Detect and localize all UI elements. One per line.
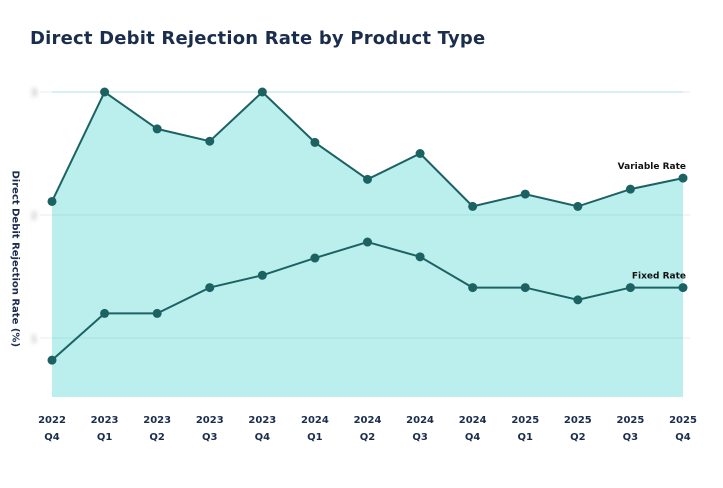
- data-point: [310, 253, 320, 263]
- data-point: [573, 295, 583, 305]
- x-tick-label: 2025: [564, 415, 592, 426]
- data-point: [257, 270, 267, 280]
- x-tick-label: 2025: [616, 415, 644, 426]
- data-point: [625, 184, 635, 194]
- y-tick-label: 3: [31, 88, 37, 99]
- x-tick-label: Q2: [570, 432, 586, 443]
- data-point: [100, 308, 110, 318]
- data-point: [625, 283, 635, 293]
- x-tick-label: 2025: [669, 415, 697, 426]
- x-tick-label: 2024: [406, 415, 434, 426]
- data-point: [678, 283, 688, 293]
- series-label: Variable Rate: [618, 162, 686, 172]
- x-tick-label: Q1: [518, 432, 534, 443]
- x-tick-label: Q4: [465, 432, 481, 443]
- y-tick-label: 2: [31, 211, 37, 222]
- data-point: [47, 196, 57, 206]
- data-point: [47, 355, 57, 365]
- x-tick-label: Q3: [412, 432, 428, 443]
- data-point: [415, 149, 425, 158]
- x-tick-label: Q1: [97, 432, 113, 443]
- x-tick-label: 2024: [301, 415, 329, 426]
- x-tick-label: 2024: [459, 415, 487, 426]
- data-point: [468, 283, 478, 293]
- data-point: [520, 283, 530, 293]
- data-point: [205, 283, 215, 293]
- data-point: [205, 136, 215, 146]
- data-point: [310, 137, 320, 147]
- chart-title: Direct Debit Rejection Rate by Product T…: [30, 28, 486, 49]
- data-point: [678, 173, 688, 183]
- data-point: [152, 308, 162, 318]
- data-point: [468, 201, 478, 211]
- data-point: [363, 237, 372, 247]
- data-point: [520, 189, 530, 199]
- x-tick-label: Q4: [44, 432, 60, 443]
- x-tick-label: 2025: [511, 415, 539, 426]
- x-tick-label: 2023: [143, 415, 171, 426]
- data-point: [100, 87, 110, 97]
- x-tick-label: Q2: [360, 432, 376, 443]
- x-tick-label: 2024: [354, 415, 382, 426]
- data-point: [573, 201, 583, 211]
- series-label: Fixed Rate: [632, 272, 686, 282]
- data-point: [152, 124, 162, 134]
- x-tick-label: Q4: [255, 432, 271, 443]
- data-point: [363, 174, 372, 184]
- x-tick-label: 2023: [91, 415, 119, 426]
- x-tick-label: Q2: [149, 432, 165, 443]
- x-tick-label: Q3: [202, 432, 218, 443]
- x-tick-label: Q4: [675, 432, 691, 443]
- data-point: [415, 252, 425, 262]
- x-tick-label: 2023: [196, 415, 224, 426]
- x-tick-label: 2023: [248, 415, 276, 426]
- x-tick-label: 2022: [38, 415, 66, 426]
- x-tick-label: Q1: [307, 432, 323, 443]
- x-tick-label: Q3: [623, 432, 639, 443]
- data-point: [257, 87, 267, 97]
- y-tick-label: 1: [31, 334, 37, 345]
